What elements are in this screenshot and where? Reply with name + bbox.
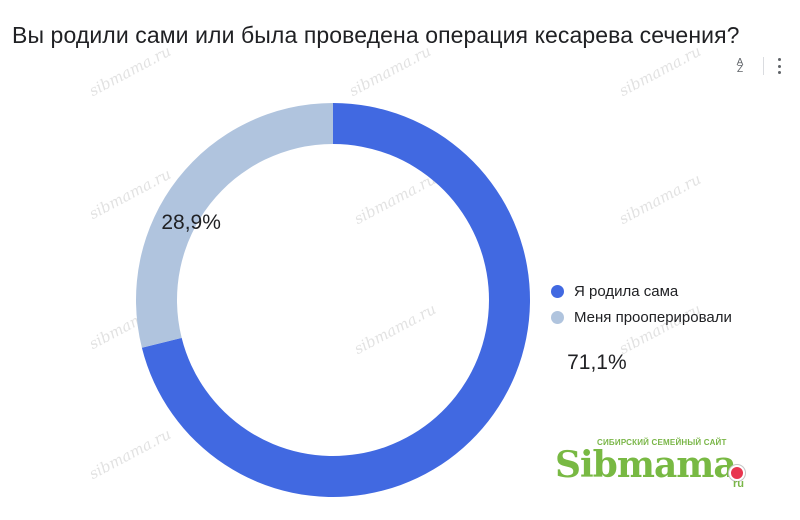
more-vert-icon[interactable] [776,58,782,74]
sort-icon-letter-z: Z [736,64,744,75]
logo-dot [729,465,745,481]
sort-az-icon[interactable]: A Z [731,57,749,75]
chart-legend: Я родила сама Меня прооперировали [551,278,732,330]
slice-data-label: 71,1% [567,351,627,374]
legend-swatch [551,310,564,324]
chart-title: Вы родили сами или была проведена операц… [12,22,740,48]
legend-item[interactable]: Меня прооперировали [551,304,732,330]
toolbar-divider [763,57,764,75]
logo-wordmark: Sibmama [555,444,737,486]
legend-swatch [551,284,564,298]
logo-suffix: ru [733,478,744,490]
donut-slice[interactable] [136,103,333,348]
legend-item[interactable]: Я родила сама [551,278,732,304]
sort-icon-letter-a: A [736,57,744,68]
logo-tagline: СИБИРСКИЙ СЕМЕЙНЫЙ САЙТ [597,438,727,447]
legend-label: Меня прооперировали [574,308,732,326]
legend-label: Я родила сама [574,282,679,300]
slice-data-label: 28,9% [161,211,221,234]
chart-toolbar: A Z [731,57,782,75]
site-logo: СИБИРСКИЙ СЕМЕЙНЫЙ САЙТ Sibmama ru [555,438,755,498]
